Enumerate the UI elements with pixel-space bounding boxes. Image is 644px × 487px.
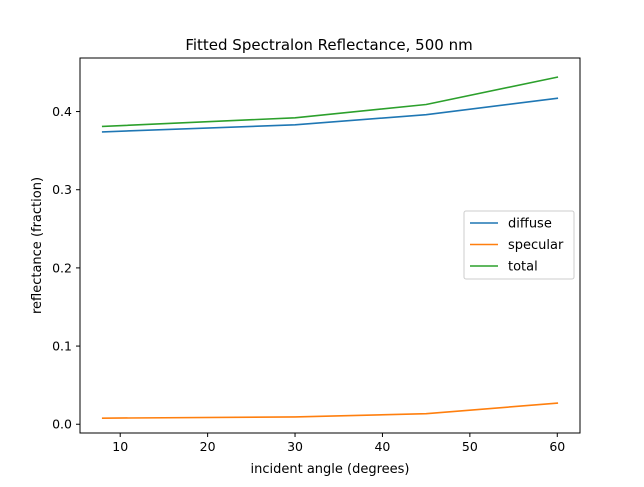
x-tick-label: 60	[549, 439, 565, 454]
legend: diffuse specular total	[463, 210, 575, 280]
series-line-total	[101, 76, 559, 128]
x-axis-label: incident angle (degrees)	[250, 462, 409, 477]
axes-frame	[79, 57, 581, 434]
legend-box	[463, 210, 575, 280]
y-axis-label: reflectance (fraction)	[30, 177, 45, 314]
x-tick-label: 30	[287, 439, 303, 454]
x-tick-label: 40	[374, 439, 390, 454]
chart-title: Fitted Spectralon Reflectance, 500 nm	[185, 36, 472, 54]
legend-label-total: total	[508, 260, 538, 275]
y-axis-ticks: 0.0 0.1 0.2 0.3 0.4	[52, 104, 80, 432]
y-tick-label: 0.0	[52, 417, 72, 432]
series-line-specular	[101, 402, 559, 419]
x-tick-label: 10	[112, 439, 128, 454]
plot-area	[101, 76, 559, 419]
y-tick-label: 0.3	[52, 182, 72, 197]
x-tick-label: 50	[462, 439, 478, 454]
x-axis-ticks: 10 20 30 40 50 60	[112, 433, 565, 454]
y-tick-label: 0.4	[52, 104, 72, 119]
y-tick-label: 0.1	[52, 339, 72, 354]
y-tick-label: 0.2	[52, 260, 72, 275]
series-line-diffuse	[101, 97, 559, 133]
legend-label-specular: specular	[508, 238, 564, 253]
legend-label-diffuse: diffuse	[508, 217, 552, 232]
x-tick-label: 20	[200, 439, 216, 454]
